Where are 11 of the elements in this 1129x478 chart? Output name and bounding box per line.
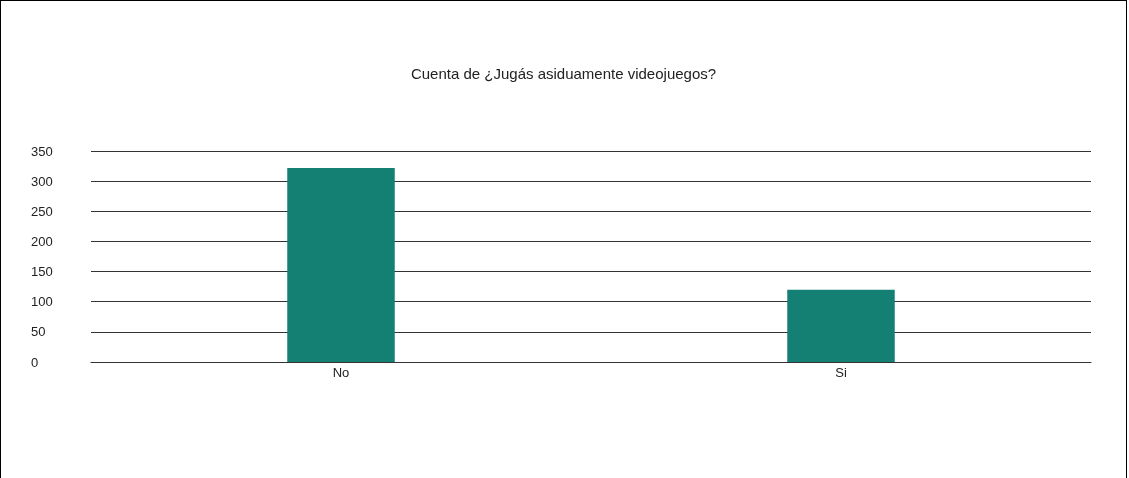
y-tick-label: 100 xyxy=(31,294,53,310)
y-tick-label: 50 xyxy=(31,324,46,340)
y-tick-label: 150 xyxy=(31,264,53,280)
y-tick-label: 0 xyxy=(31,354,39,370)
y-tick-label: 200 xyxy=(31,233,53,249)
x-tick-label: Si xyxy=(835,365,847,380)
y-tick-label: 350 xyxy=(31,143,53,159)
y-tick-label: 250 xyxy=(31,203,53,219)
chart-title: Cuenta de ¿Jugás asiduamente videojuegos? xyxy=(410,65,717,82)
y-tick-label: 300 xyxy=(31,173,53,189)
x-tick-label: No xyxy=(332,365,350,380)
